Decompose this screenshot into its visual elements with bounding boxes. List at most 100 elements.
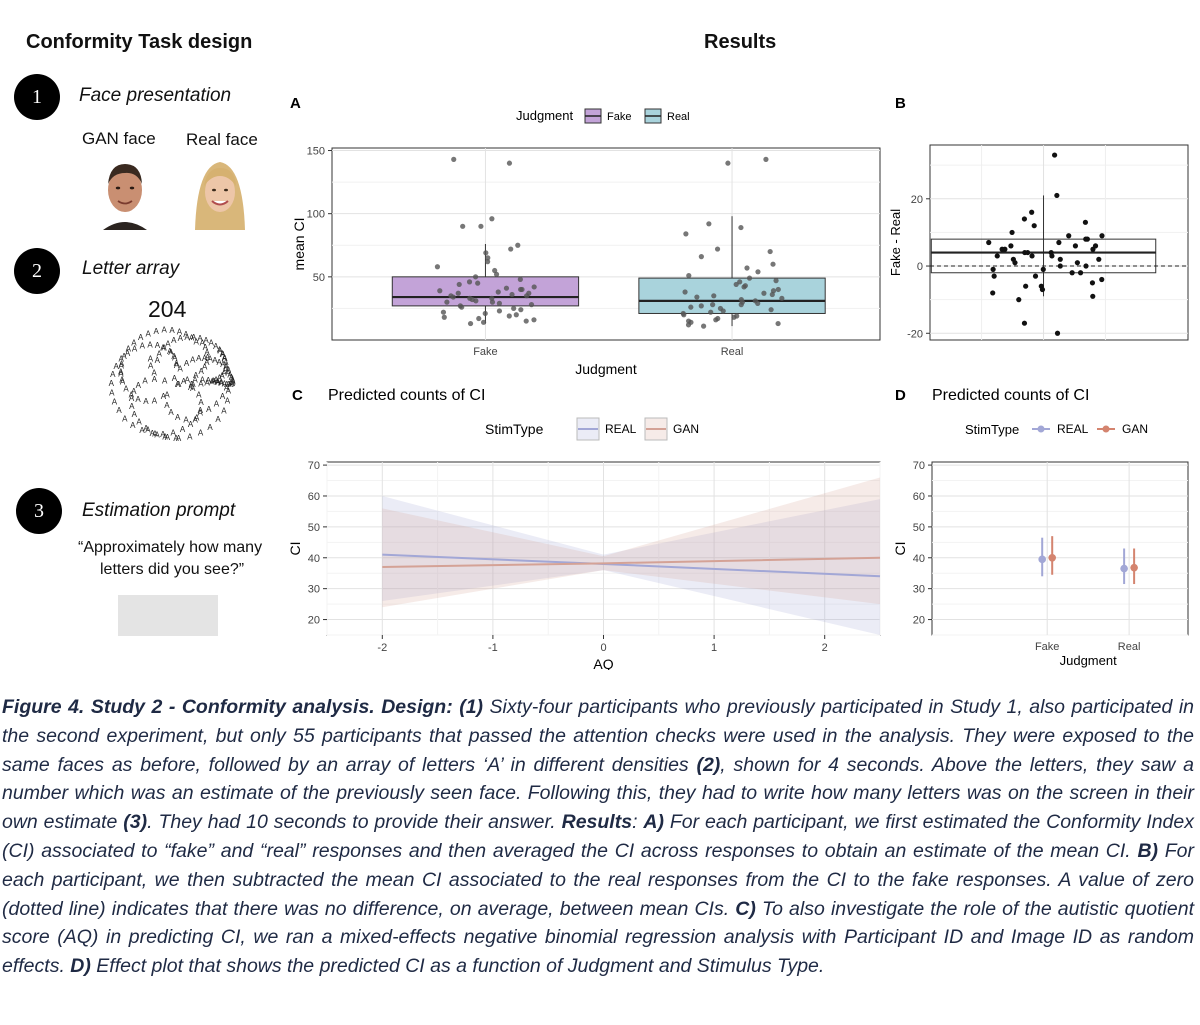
letter-array-glyph: A: [219, 371, 225, 380]
panel-c-legend-label: GAN: [673, 422, 699, 436]
letter-array-glyph: A: [227, 371, 233, 380]
panel-a-legend-label: Real: [667, 111, 690, 123]
panel-a-point: [767, 248, 773, 255]
letter-array-glyph: A: [188, 420, 194, 429]
caption-text-7: To also investigate the role of the auti…: [2, 897, 1194, 978]
panel-b-point: [1077, 270, 1084, 276]
panel-b-point: [1090, 293, 1096, 299]
letter-array-glyph: A: [226, 365, 232, 374]
letter-array-glyph: A: [136, 418, 142, 427]
letter-array-glyph: A: [200, 339, 206, 348]
panel-a-point: [741, 284, 747, 290]
panel-a-point: [434, 264, 441, 270]
letter-array-glyph: A: [143, 424, 149, 433]
panel-a-point: [523, 318, 529, 324]
letter-array-glyph: A: [139, 426, 145, 435]
panel-c-letter: C: [292, 387, 303, 404]
letter-array-glyph: A: [217, 346, 223, 355]
panel-a-point: [701, 323, 707, 329]
panel-b-point: [1066, 233, 1072, 239]
letter-array-glyph: A: [204, 379, 210, 388]
panel-a-point: [698, 254, 704, 260]
panel-d-ylabel: CI: [892, 542, 908, 556]
letter-array-glyph: A: [183, 330, 189, 339]
letter-array-glyph: A: [218, 346, 224, 355]
panel-c-xtick-label: -2: [377, 642, 387, 654]
letter-array-glyph: A: [167, 347, 173, 356]
letter-array-glyph: A: [110, 370, 116, 379]
real-face-image: [191, 156, 249, 230]
letter-array-glyph: A: [178, 334, 184, 343]
letter-array-glyph: A: [173, 434, 179, 443]
letter-array-glyph: A: [223, 358, 229, 367]
letter-array-glyph: A: [164, 391, 170, 400]
panel-d-ytick-label: 20: [913, 615, 925, 627]
letter-array-glyph: A: [184, 333, 190, 342]
letter-array-glyph: A: [215, 378, 221, 387]
letter-array-glyph: A: [198, 408, 204, 417]
letter-array-glyph: A: [223, 363, 229, 372]
panel-a-ytick-label: 100: [307, 209, 325, 221]
letter-array-glyph: A: [154, 327, 160, 336]
panel-b-point: [1056, 239, 1062, 246]
results-heading: Results: [704, 31, 777, 53]
panel-a-point: [528, 302, 535, 308]
letter-array-glyph: A: [174, 361, 180, 370]
letter-array-glyph: A: [225, 368, 231, 377]
letter-array-glyph: A: [135, 395, 141, 404]
letter-array-glyph: A: [228, 380, 234, 389]
letter-array-glyph: A: [205, 353, 211, 362]
panel-d-legend-title: StimType: [965, 422, 1019, 437]
panel-a-point: [483, 250, 489, 256]
panel-b-ylabel: Fake - Real: [888, 209, 903, 276]
panel-b-point: [994, 253, 1000, 259]
letter-array-glyph: A: [171, 429, 177, 438]
panel-a-point: [713, 317, 719, 323]
letter-array-glyph: A: [138, 333, 144, 342]
letter-array-glyph: A: [213, 342, 219, 351]
panel-b-point: [1016, 297, 1022, 303]
letter-array-glyph: A: [161, 343, 167, 352]
panel-a-point: [710, 302, 716, 308]
panel-a-point: [437, 288, 443, 294]
panel-a-point: [682, 289, 688, 295]
panel-a-point: [456, 281, 462, 288]
panel-a-point: [503, 285, 510, 291]
letter-array-glyph: A: [142, 377, 148, 386]
panel-b-point: [990, 290, 996, 296]
panel-a-point: [475, 280, 481, 286]
panel-b-difference-plot: B -20 0 20 Fake - Real: [888, 95, 1189, 341]
panel-d-point-real: [1120, 564, 1128, 573]
panel-c-ytick-label: 70: [308, 460, 320, 472]
letter-array-glyph: A: [162, 326, 168, 335]
letter-array-glyph: A: [202, 363, 208, 372]
caption-text-1: Sixty-four participants who previously p…: [2, 696, 1195, 776]
panel-a-point: [508, 246, 514, 252]
letter-array-glyph: A: [197, 334, 203, 343]
panel-d-xtick-label: Real: [1118, 641, 1141, 653]
caption-text-3: . They had 10 seconds to provide their a…: [147, 811, 562, 834]
letter-array-glyph: A: [214, 400, 220, 409]
letter-array-glyph: A: [207, 355, 213, 364]
panel-b-point: [990, 266, 996, 272]
panel-d-legend-key-point: [1102, 425, 1110, 433]
panel-d-ytick-label: 30: [913, 584, 925, 596]
letter-array-glyph: A: [121, 352, 127, 361]
gan-face-image: [97, 156, 153, 230]
panel-a-point: [451, 156, 457, 162]
letter-array-glyph: A: [212, 356, 218, 365]
letter-array-glyph: A: [140, 342, 146, 351]
panel-c-line-gan: [382, 556, 881, 569]
letter-array-glyph: A: [230, 378, 236, 387]
letter-array-glyph: A: [191, 333, 197, 342]
panel-a-point: [485, 259, 491, 265]
letter-array-glyph: A: [194, 413, 200, 422]
letter-array-glyph: A: [215, 378, 221, 387]
letter-array-glyph: A: [221, 369, 227, 378]
panel-a-point: [495, 289, 501, 295]
panel-a-point: [725, 160, 731, 166]
panel-a-point: [517, 276, 523, 282]
letter-array-glyph: A: [222, 379, 228, 388]
panel-b-point: [1009, 229, 1015, 236]
panel-a-point: [755, 300, 761, 306]
